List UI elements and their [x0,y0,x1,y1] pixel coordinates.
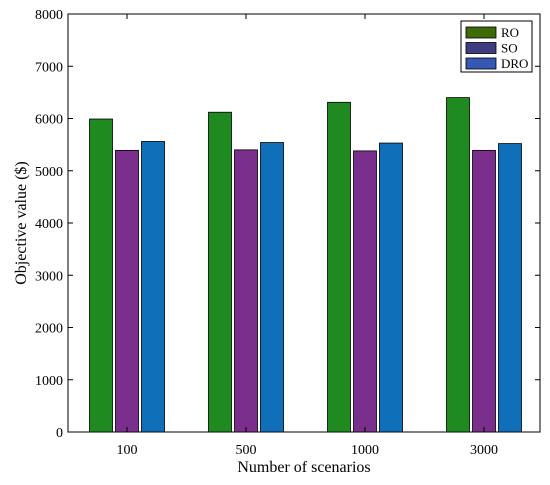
bar-dro-1000 [379,142,403,433]
y-axis: 0 1000 2000 3000 4000 5000 6000 7000 8000 [35,8,540,441]
legend-swatch-ro [465,26,497,39]
legend-label-so: SO [501,41,518,56]
y-tick-label: 1000 [35,374,63,389]
bar-dro-500 [260,142,284,433]
bars-group [89,97,522,433]
y-axis-label: Objective value ($) [13,161,30,285]
y-tick-label: 8000 [35,8,63,23]
bar-so-500 [234,149,258,433]
y-tick-label: 5000 [35,165,63,180]
bar-dro-3000 [498,143,522,433]
x-tick-label: 100 [117,443,138,458]
y-tick-label: 0 [56,426,63,441]
y-tick-label: 6000 [35,113,63,128]
y-tick-label: 4000 [35,217,63,232]
x-tick-label: 500 [236,443,257,458]
x-tick-label: 3000 [470,443,498,458]
y-tick-label: 3000 [35,269,63,284]
bar-ro-3000 [446,97,470,433]
bar-ro-100 [89,118,113,433]
y-tick-label: 7000 [35,60,63,75]
legend-label-ro: RO [501,25,519,40]
legend-swatch-so [465,42,497,54]
bar-dro-100 [141,141,165,433]
legend-label-dro: DRO [501,56,528,71]
x-axis: 100 500 1000 3000 [117,14,498,458]
bar-so-1000 [353,150,377,433]
legend-swatch-dro [465,57,497,70]
bar-so-100 [115,149,139,433]
x-axis-label: Number of scenarios [237,459,370,476]
bar-ro-500 [208,111,232,433]
x-tick-label: 1000 [351,443,379,458]
y-tick-label: 2000 [35,322,63,337]
bar-ro-1000 [327,101,351,433]
bar-so-3000 [472,149,496,433]
